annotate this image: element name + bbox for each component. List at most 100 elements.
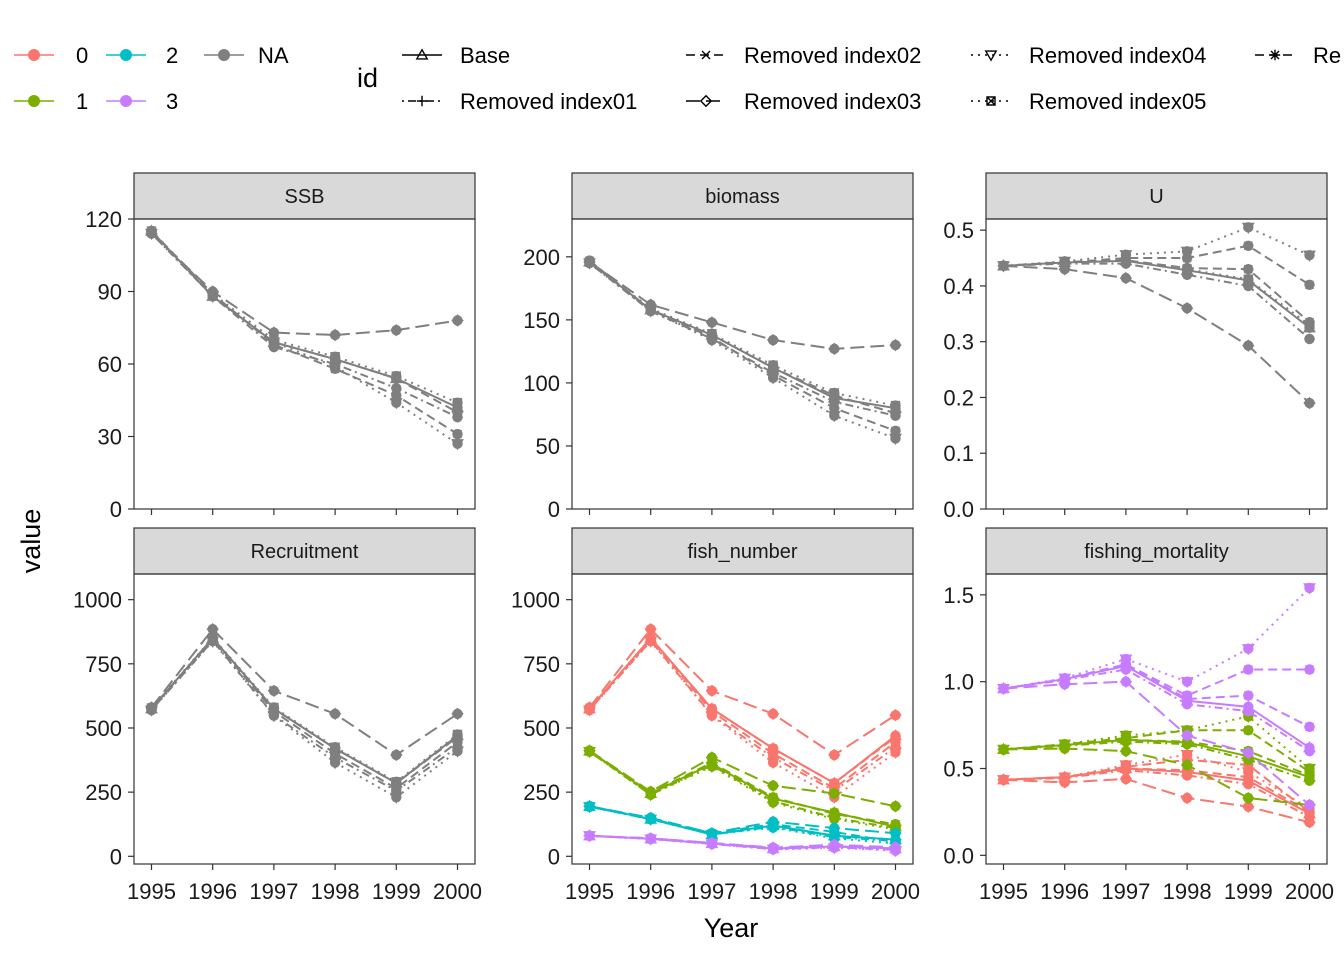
y-tick-label: 250 [85, 780, 122, 805]
series-re-group-2 [584, 801, 901, 845]
point-triangle-down-icon [889, 433, 902, 446]
data-point [1304, 799, 1315, 811]
point-asterisk-icon [890, 843, 901, 854]
legend-label: Removed index04 [1029, 43, 1206, 68]
panel-ssb: SSB 0 30 60 90 120 [85, 172, 476, 522]
data-point [1181, 303, 1193, 314]
series-line [150, 232, 459, 445]
y-tick-label: 1000 [511, 588, 560, 613]
point-asterisk-icon [584, 256, 595, 268]
data-point [767, 780, 779, 791]
data-point [829, 788, 840, 799]
legend-key-triangle-down-icon [984, 50, 998, 62]
data-point [1243, 747, 1254, 759]
data-point [1181, 730, 1193, 741]
data-point [706, 685, 718, 696]
series-base-group-na [583, 255, 902, 414]
data-point [1304, 250, 1315, 261]
series-line [1003, 767, 1310, 815]
series-re-group-0 [584, 632, 901, 789]
point-asterisk-icon [706, 758, 718, 770]
legend-item-removed-index02: Removed index02 [686, 43, 921, 68]
series-line [589, 805, 896, 842]
legend-key-diamond-icon [699, 94, 713, 108]
point-triangle-down-icon [1119, 250, 1133, 262]
legend-key-point [28, 49, 40, 61]
y-axis: 0 250 500 750 1000 [73, 588, 134, 869]
point-asterisk-icon [767, 362, 779, 373]
series-line [150, 637, 459, 785]
x-tick-label: 1996 [626, 879, 675, 904]
data-point [767, 708, 779, 720]
point-diamond-icon [1119, 271, 1133, 285]
y-tick-label: 0.5 [943, 756, 974, 781]
point-diamond-icon [1180, 791, 1194, 805]
x-tick-label: 1995 [127, 879, 176, 904]
legend-item-group-1: 1 [14, 89, 88, 114]
facet-strip [133, 172, 476, 220]
series-removed-index02-group-3 [584, 830, 901, 854]
point-diamond-icon [1180, 302, 1194, 315]
series-removed-index03-group-na [145, 622, 464, 762]
point-diamond-icon [1180, 758, 1194, 772]
point-asterisk-icon [584, 745, 595, 757]
point-cross-icon [1243, 725, 1253, 735]
point-asterisk-icon [452, 731, 463, 743]
series-layer [583, 255, 902, 446]
legend-label: Removed index01 [460, 89, 637, 114]
point-asterisk-icon [329, 353, 341, 365]
data-point [391, 324, 402, 336]
point-diamond-icon [1242, 791, 1255, 805]
series-line [150, 232, 458, 336]
point-diamond-icon [1242, 800, 1255, 813]
x-tick-label: 1999 [1224, 879, 1273, 904]
series-removed-index03-group-1 [997, 742, 1316, 812]
series-removed-index03-group-0 [583, 622, 902, 762]
point-asterisk-icon [645, 813, 656, 825]
point-triangle-down-icon [1303, 583, 1316, 595]
panel-border [133, 218, 476, 510]
point-diamond-icon [390, 323, 403, 337]
legend-key-square-cross-icon [986, 96, 996, 106]
data-point [1181, 246, 1193, 257]
series-removed-index02-group-na [584, 255, 901, 437]
legend-key-plus-icon [416, 95, 428, 107]
series-removed-index01-group-na [146, 228, 463, 423]
series-removed-index01-group-2 [584, 801, 901, 847]
legend-item-removed-index03: Removed index03 [686, 89, 921, 114]
point-asterisk-icon [1059, 673, 1070, 685]
point-asterisk-icon [1120, 734, 1132, 746]
point-asterisk-icon [1304, 770, 1315, 781]
point-asterisk-icon [829, 390, 840, 401]
series-line [588, 638, 897, 790]
data-point [706, 317, 718, 328]
legend-label: 0 [76, 43, 88, 68]
data-point [1181, 676, 1193, 687]
series-re-group-na [584, 256, 901, 419]
y-tick-label: 1.0 [943, 670, 974, 695]
panel-biomass: biomass 0 50 100 150 200 [523, 172, 914, 522]
data-point [1243, 222, 1254, 233]
legend-item-base: Base [402, 43, 510, 68]
series-line [589, 805, 896, 841]
point-asterisk-icon [890, 407, 901, 419]
point-triangle-down-icon [766, 373, 780, 385]
series-removed-index03-group-3 [583, 829, 902, 854]
data-point [767, 334, 779, 346]
point-asterisk-icon [146, 225, 157, 237]
legend-item-re: Re [1255, 43, 1341, 68]
point-plus-icon [1304, 333, 1315, 345]
point-asterisk-icon [890, 820, 901, 832]
point-asterisk-icon [890, 731, 901, 743]
series-line [1003, 259, 1311, 326]
point-asterisk-icon [998, 774, 1009, 785]
data-point [829, 343, 840, 355]
y-tick-label: 0 [110, 497, 122, 522]
series-base-group-0 [583, 631, 902, 789]
x-tick-label: 1998 [1163, 879, 1212, 904]
series-line [588, 262, 896, 440]
series-re-group-3 [998, 659, 1315, 733]
point-triangle-down-icon [1180, 677, 1194, 689]
